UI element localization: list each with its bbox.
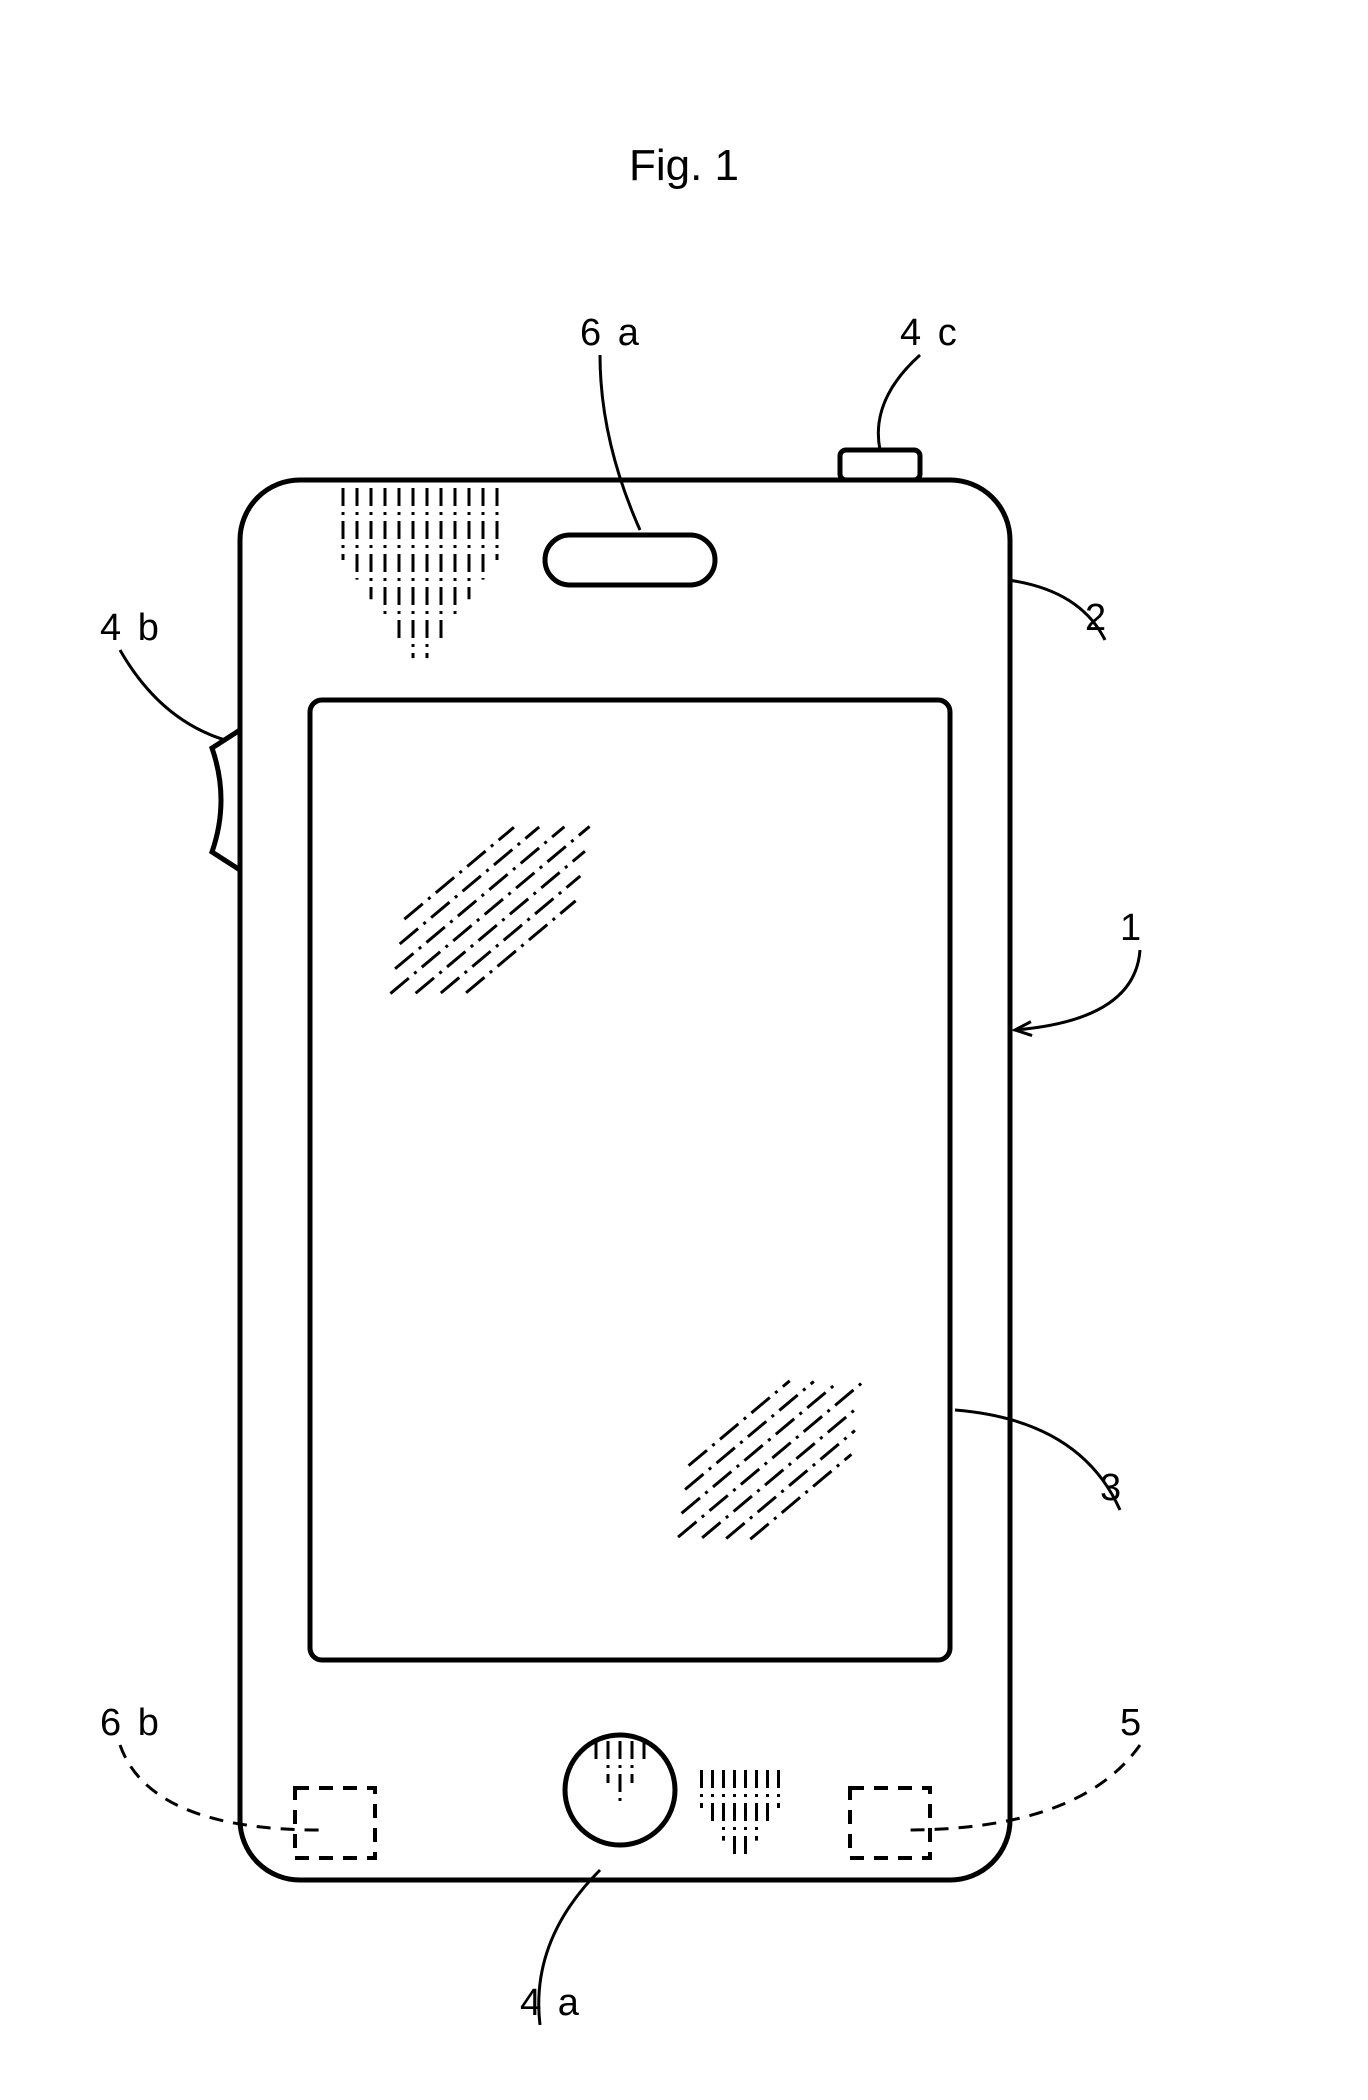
svg-text:5: 5 [1120,1702,1144,1744]
figure-title: Fig. 1 [629,141,739,190]
svg-text:4 b: 4 b [100,607,162,649]
svg-text:4 a: 4 a [520,1982,582,2024]
svg-text:6 a: 6 a [580,312,642,354]
svg-text:4 c: 4 c [900,312,960,354]
svg-text:1: 1 [1120,907,1144,949]
svg-text:6 b: 6 b [100,1702,162,1744]
svg-text:3: 3 [1100,1467,1124,1509]
